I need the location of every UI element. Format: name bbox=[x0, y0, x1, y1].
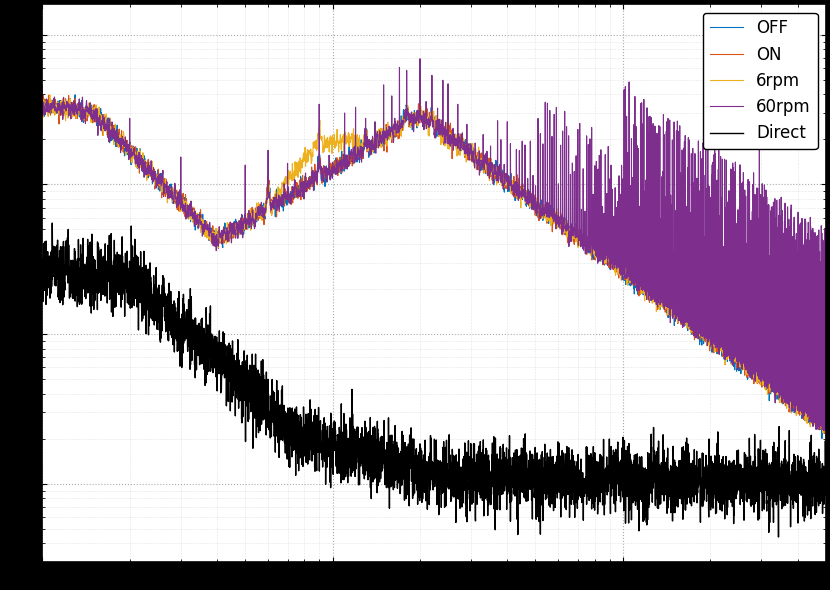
Line: OFF: OFF bbox=[42, 95, 826, 455]
Direct bbox=[622, 493, 632, 500]
6rpm bbox=[37, 125, 47, 132]
Line: 6rpm: 6rpm bbox=[42, 95, 826, 461]
60rpm bbox=[37, 81, 47, 88]
ON bbox=[681, 314, 691, 321]
OFF bbox=[547, 208, 557, 215]
OFF bbox=[622, 276, 632, 283]
Direct bbox=[681, 434, 691, 441]
6rpm bbox=[180, 200, 190, 207]
60rpm bbox=[754, 26, 764, 33]
Line: 60rpm: 60rpm bbox=[42, 30, 826, 431]
OFF bbox=[507, 187, 517, 194]
Direct bbox=[180, 337, 190, 344]
ON bbox=[337, 169, 347, 176]
60rpm bbox=[507, 186, 517, 194]
ON bbox=[44, 92, 54, 99]
Direct bbox=[47, 219, 57, 227]
Direct bbox=[547, 463, 557, 470]
ON bbox=[622, 267, 632, 274]
60rpm bbox=[179, 208, 189, 215]
OFF bbox=[37, 126, 47, 133]
Legend: OFF, ON, 6rpm, 60rpm, Direct: OFF, ON, 6rpm, 60rpm, Direct bbox=[703, 12, 818, 149]
60rpm bbox=[821, 256, 830, 263]
Line: ON: ON bbox=[42, 96, 826, 454]
Direct bbox=[337, 472, 347, 479]
OFF bbox=[821, 451, 830, 458]
Direct bbox=[507, 454, 517, 461]
Direct bbox=[37, 262, 47, 269]
ON bbox=[37, 130, 47, 137]
OFF bbox=[337, 148, 347, 155]
60rpm bbox=[821, 428, 830, 435]
ON bbox=[180, 202, 190, 209]
60rpm bbox=[622, 275, 632, 282]
60rpm bbox=[681, 314, 691, 322]
ON bbox=[547, 220, 557, 227]
60rpm bbox=[547, 211, 557, 218]
6rpm bbox=[337, 136, 347, 143]
OFF bbox=[681, 312, 691, 319]
Direct bbox=[821, 474, 830, 481]
6rpm bbox=[547, 204, 557, 211]
Line: Direct: Direct bbox=[42, 223, 826, 537]
Direct bbox=[774, 533, 784, 540]
6rpm bbox=[821, 457, 830, 464]
6rpm bbox=[507, 182, 517, 189]
60rpm bbox=[337, 168, 347, 175]
OFF bbox=[71, 91, 81, 99]
ON bbox=[507, 188, 517, 195]
ON bbox=[821, 450, 830, 457]
OFF bbox=[180, 196, 190, 204]
6rpm bbox=[681, 324, 691, 331]
6rpm bbox=[45, 91, 55, 99]
6rpm bbox=[622, 270, 632, 277]
